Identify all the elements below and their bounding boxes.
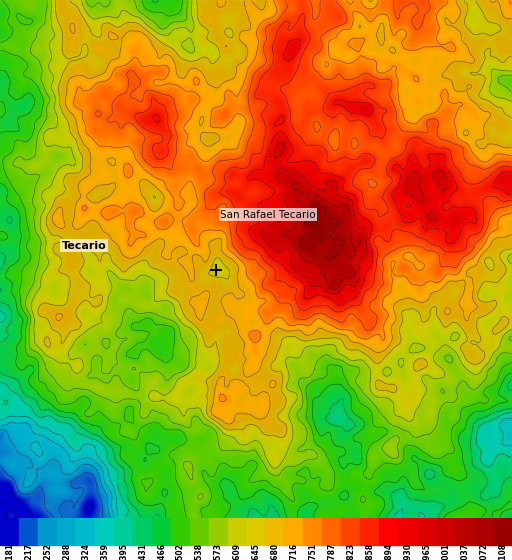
Text: 1502: 1502 — [176, 543, 185, 560]
Bar — [304, 518, 323, 545]
Bar — [379, 518, 398, 545]
Bar — [133, 518, 152, 545]
Text: 1252: 1252 — [43, 543, 52, 560]
Bar — [19, 518, 38, 545]
Text: 1965: 1965 — [422, 543, 431, 560]
Bar — [285, 518, 304, 545]
Text: 1680: 1680 — [270, 543, 280, 560]
Text: 2108: 2108 — [498, 543, 507, 560]
Text: 1181: 1181 — [5, 543, 14, 560]
Bar — [170, 518, 189, 545]
Bar — [152, 518, 170, 545]
Text: 1466: 1466 — [157, 543, 166, 560]
Text: 1431: 1431 — [138, 543, 147, 560]
Text: 2072: 2072 — [479, 543, 488, 560]
Bar — [38, 518, 57, 545]
Bar — [114, 518, 133, 545]
Bar — [266, 518, 285, 545]
Bar — [436, 518, 455, 545]
Bar — [0, 518, 19, 545]
Text: 1538: 1538 — [195, 543, 204, 560]
Text: 1894: 1894 — [384, 543, 393, 560]
Bar — [189, 518, 208, 545]
Bar — [76, 518, 95, 545]
Text: 2037: 2037 — [460, 543, 469, 560]
Text: 1359: 1359 — [100, 543, 109, 560]
Text: Tecario: Tecario — [61, 241, 106, 251]
Text: 1288: 1288 — [62, 543, 71, 560]
Text: 1751: 1751 — [308, 543, 317, 560]
Text: 1573: 1573 — [214, 543, 223, 560]
Text: 1787: 1787 — [327, 543, 336, 560]
Bar — [493, 518, 512, 545]
Bar — [342, 518, 360, 545]
Text: 1217: 1217 — [24, 543, 33, 560]
Bar — [95, 518, 114, 545]
Text: 2001: 2001 — [441, 543, 450, 560]
Text: San Rafael Tecario: San Rafael Tecario — [220, 209, 316, 220]
Bar — [474, 518, 493, 545]
Text: 1716: 1716 — [289, 543, 298, 560]
Text: 1645: 1645 — [251, 543, 261, 560]
Bar — [57, 518, 76, 545]
Text: 1930: 1930 — [403, 543, 412, 560]
Text: 1395: 1395 — [119, 543, 128, 560]
Text: 1609: 1609 — [232, 543, 242, 560]
Text: 1823: 1823 — [346, 543, 355, 560]
Bar — [398, 518, 417, 545]
Bar — [323, 518, 342, 545]
Bar — [455, 518, 474, 545]
Bar — [417, 518, 436, 545]
Bar — [208, 518, 227, 545]
Bar — [227, 518, 246, 545]
Bar — [246, 518, 266, 545]
Text: 1324: 1324 — [81, 543, 90, 560]
Bar — [360, 518, 379, 545]
Text: 1858: 1858 — [365, 543, 374, 560]
